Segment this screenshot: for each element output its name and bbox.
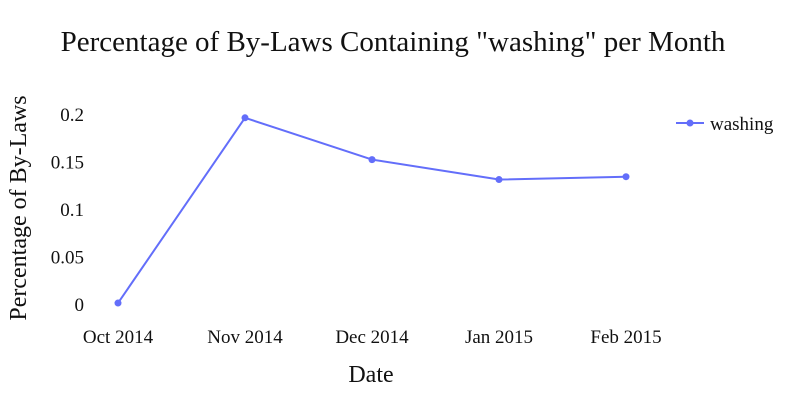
data-point[interactable] bbox=[495, 176, 503, 184]
y-axis-ticks: 0 0.05 0.1 0.15 0.2 bbox=[51, 105, 84, 316]
data-point[interactable] bbox=[114, 299, 122, 307]
y-tick-label: 0.15 bbox=[51, 153, 84, 174]
x-tick-label: Nov 2014 bbox=[207, 327, 283, 348]
y-tick-label: 0 bbox=[75, 295, 85, 316]
x-tick-label: Oct 2014 bbox=[83, 327, 154, 348]
data-point[interactable] bbox=[622, 173, 630, 181]
legend[interactable]: washing bbox=[676, 114, 774, 135]
y-tick-label: 0.05 bbox=[51, 248, 84, 269]
data-point[interactable] bbox=[368, 156, 376, 164]
legend-swatch-marker bbox=[686, 119, 694, 127]
x-tick-label: Jan 2015 bbox=[465, 327, 533, 348]
y-tick-label: 0.2 bbox=[60, 105, 84, 126]
x-tick-label: Dec 2014 bbox=[335, 327, 409, 348]
chart-title: Percentage of By-Laws Containing "washin… bbox=[61, 26, 726, 58]
data-point[interactable] bbox=[241, 114, 249, 122]
y-tick-label: 0.1 bbox=[60, 200, 84, 221]
x-tick-label: Feb 2015 bbox=[590, 327, 661, 348]
legend-label-washing: washing bbox=[710, 114, 774, 135]
series-line-washing bbox=[117, 116, 627, 304]
y-axis-title: Percentage of By-Laws bbox=[6, 95, 32, 320]
x-axis-title: Date bbox=[348, 362, 393, 388]
x-axis-ticks: Oct 2014 Nov 2014 Dec 2014 Jan 2015 Feb 2015 bbox=[83, 327, 662, 348]
series-layer bbox=[114, 114, 630, 307]
